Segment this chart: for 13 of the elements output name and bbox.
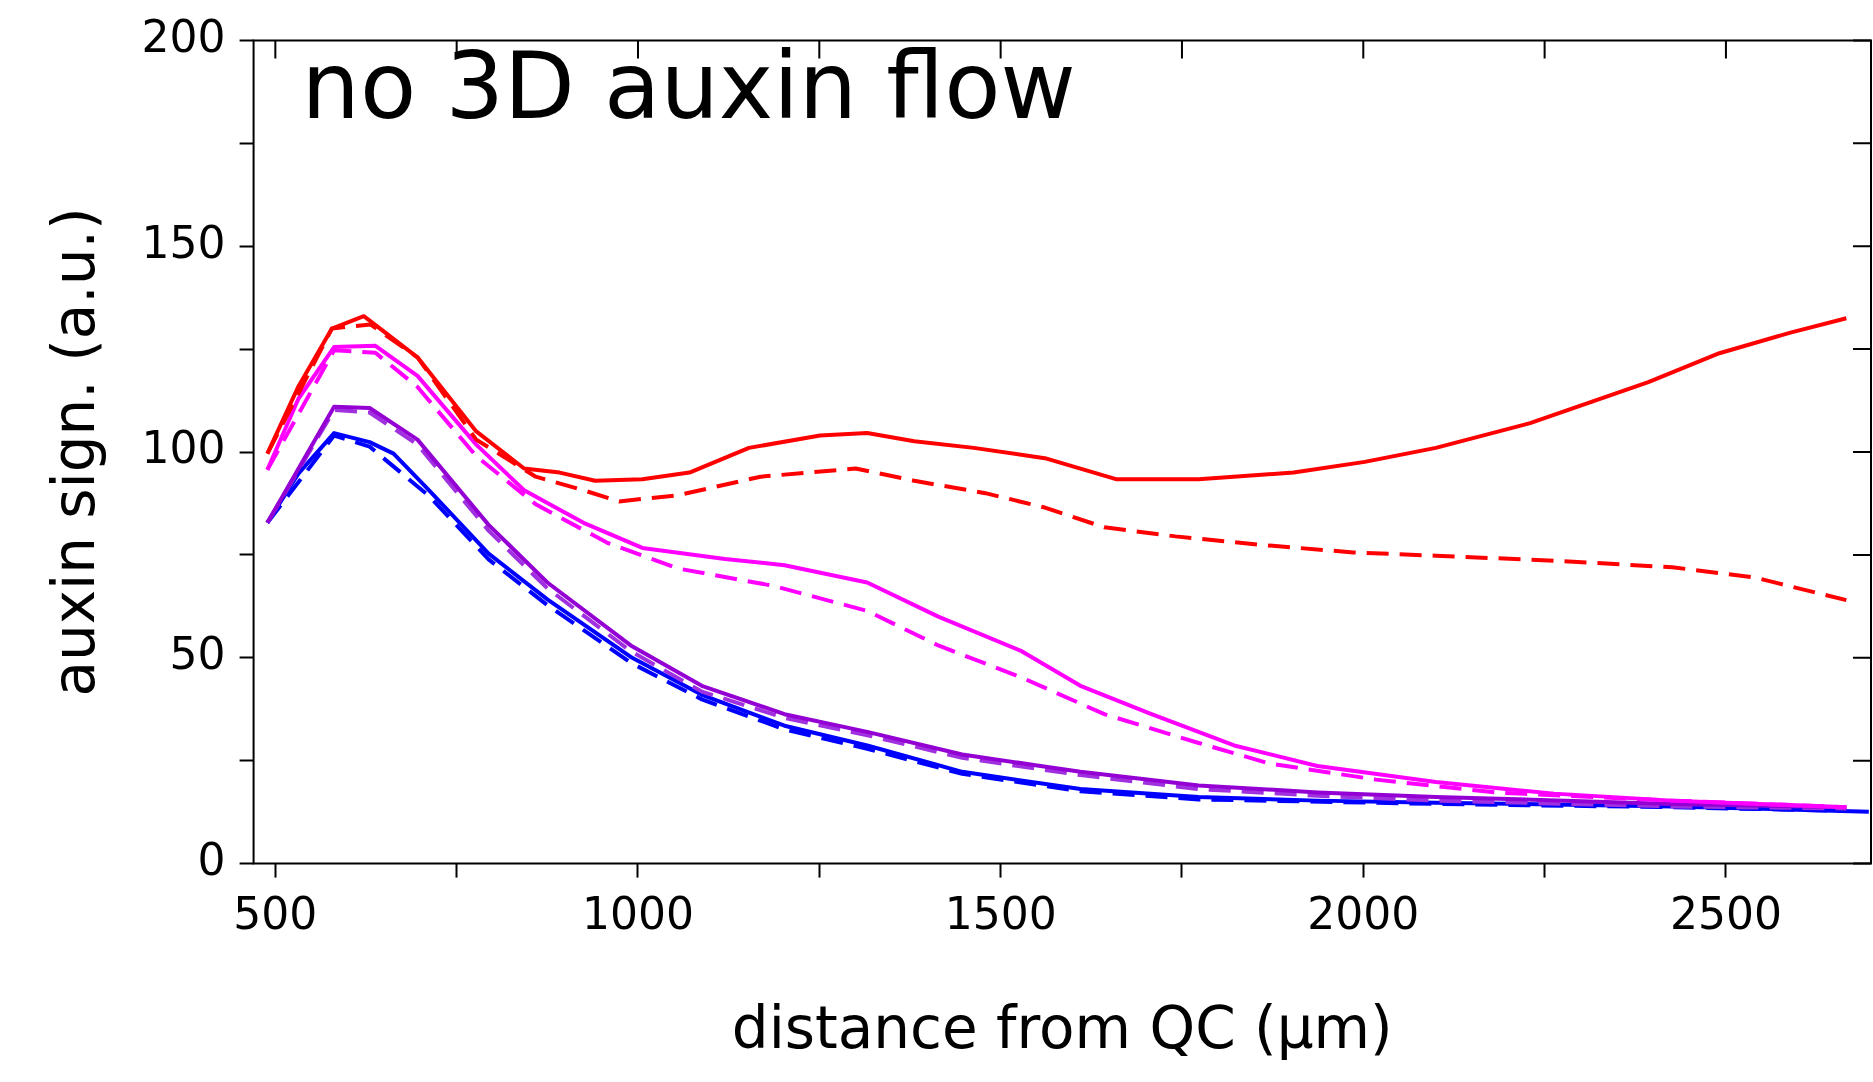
y-tick-label: 0 xyxy=(197,834,226,886)
x-tick-label: 2000 xyxy=(1307,888,1420,940)
x-tick-label: 500 xyxy=(233,888,318,940)
x-tick-label: 2500 xyxy=(1669,888,1782,940)
annotation: no 3D auxin flow xyxy=(301,33,1076,141)
x-tick-label: 1500 xyxy=(944,888,1057,940)
y-tick-label: 50 xyxy=(169,628,226,680)
y-tick-label: 150 xyxy=(141,216,226,268)
y-axis-title: auxin sign. (a.u.) xyxy=(39,207,108,697)
x-tick-label: 1000 xyxy=(582,888,694,940)
y-tick-label: 200 xyxy=(141,10,226,62)
y-tick-label: 100 xyxy=(141,422,226,474)
x-axis-title: distance from QC (µm) xyxy=(731,994,1393,1063)
